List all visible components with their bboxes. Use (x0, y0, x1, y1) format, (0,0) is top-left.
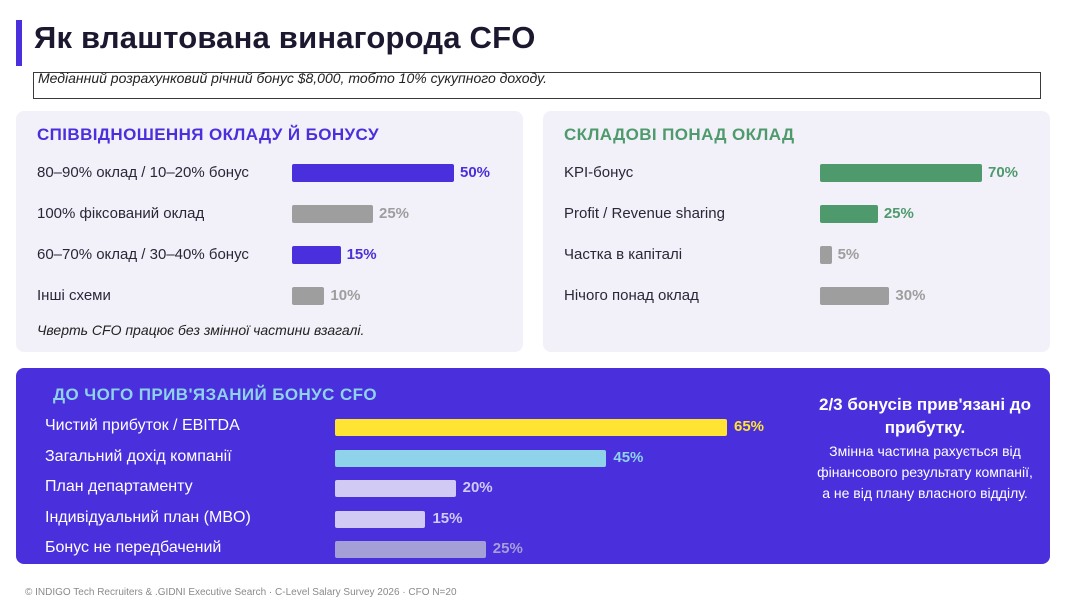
bar-label: Чистий прибуток / EBITDA (45, 417, 240, 434)
bar (820, 246, 832, 264)
bar-row: 80–90% оклад / 10–20% бонус 50% (16, 162, 523, 184)
bar-label: План департаменту (45, 478, 193, 495)
bar-value-label: 15% (432, 509, 463, 527)
bar-value-label: 70% (988, 164, 1019, 181)
subtitle-text: Медіанний розрахунковий річний бонус $8,… (38, 70, 548, 86)
bar (292, 164, 454, 182)
bar-row: Нічого понад оклад 30% (543, 285, 1050, 307)
bar-row: Бонус не передбачений 25% (16, 539, 796, 561)
bar-row: Індивідуальний план (MBO) 15% (16, 509, 796, 531)
bar-row: 100% фіксований оклад 25% (16, 203, 523, 225)
bonus-linkage-title: ДО ЧОГО ПРИВ'ЯЗАНИЙ БОНУС CFO (53, 385, 378, 404)
components-card: СКЛАДОВІ ПОНАД ОКЛАД KPI-бонус 70% Profit … (543, 111, 1050, 352)
footer-source: © INDIGO Tech Recruiters & .GIDNI Execut… (25, 587, 457, 598)
bar (335, 480, 456, 497)
bar-label: Інші схеми (37, 287, 111, 304)
bar (292, 205, 373, 223)
bar (820, 164, 982, 182)
callout-body: Змінна частина рахується від фінансового… (817, 443, 1033, 501)
bar (335, 419, 727, 436)
bar-label: Частка в капіталі (564, 246, 683, 263)
bar-row: Чистий прибуток / EBITDA 65% (16, 417, 796, 439)
bar-label: Бонус не передбачений (45, 539, 222, 556)
bar-label: KPI-бонус (564, 164, 634, 181)
bar (335, 510, 426, 528)
bar-label: 80–90% оклад / 10–20% бонус (37, 164, 249, 181)
bar-label: 60–70% оклад / 30–40% бонус (37, 246, 249, 263)
page-title: Як влаштована винагорода CFO (34, 20, 536, 55)
bar-value-label: 30% (895, 287, 926, 304)
salary-bonus-ratio-note: Чверть CFO працює без змінної частини вз… (37, 322, 365, 338)
bar-label: 100% фіксований оклад (37, 205, 205, 222)
bar-value-label: 25% (492, 540, 523, 557)
bar-row: Частка в капіталі 5% (543, 244, 1050, 266)
bar-label: Profit / Revenue sharing (564, 205, 725, 222)
bar (820, 205, 878, 223)
bar-value-label: 25% (379, 205, 410, 222)
salary-bonus-ratio-title: СПІВВІДНОШЕННЯ ОКЛАДУ Й БОНУСУ (37, 125, 379, 144)
bar (335, 449, 607, 467)
callout: 2/3 бонусів прив'язані до прибутку. Змін… (812, 393, 1038, 504)
subtitle-box: Медіанний розрахунковий річний бонус $8,… (33, 70, 1041, 99)
title-accent-bar (16, 20, 22, 66)
callout-headline: 2/3 бонусів прив'язані до прибутку. (819, 395, 1031, 437)
bar-value-label: 5% (837, 246, 860, 263)
bar-row: Інші схеми 10% (16, 285, 523, 307)
bar-value-label: 50% (460, 164, 491, 181)
bar-label: Загальний дохід компанії (45, 447, 232, 465)
bar-row: Загальний дохід компанії 45% (16, 448, 796, 470)
bar (292, 246, 341, 264)
bar-label: Нічого понад оклад (564, 287, 699, 304)
bar-value-label: 15% (346, 246, 377, 263)
components-title: СКЛАДОВІ ПОНАД ОКЛАД (564, 125, 795, 144)
bar-value-label: 45% (613, 448, 644, 466)
bar-row: План департаменту 20% (16, 478, 796, 500)
bar-value-label: 65% (734, 418, 765, 435)
bar-value-label: 20% (462, 479, 493, 496)
bar-row: KPI-бонус 70% (543, 162, 1050, 184)
bar (335, 541, 486, 558)
bar (292, 287, 325, 305)
bar-value-label: 25% (883, 205, 914, 222)
bar (820, 287, 890, 305)
bar-row: 60–70% оклад / 30–40% бонус 15% (16, 244, 523, 266)
bar-label: Індивідуальний план (MBO) (45, 508, 251, 526)
bonus-linkage-card: ДО ЧОГО ПРИВ'ЯЗАНИЙ БОНУС CFO 2/3 бонусі… (16, 368, 1050, 564)
bar-value-label: 10% (330, 287, 361, 304)
salary-bonus-ratio-card: СПІВВІДНОШЕННЯ ОКЛАДУ Й БОНУСУ Чверть CF… (16, 111, 523, 352)
bar-row: Profit / Revenue sharing 25% (543, 203, 1050, 225)
